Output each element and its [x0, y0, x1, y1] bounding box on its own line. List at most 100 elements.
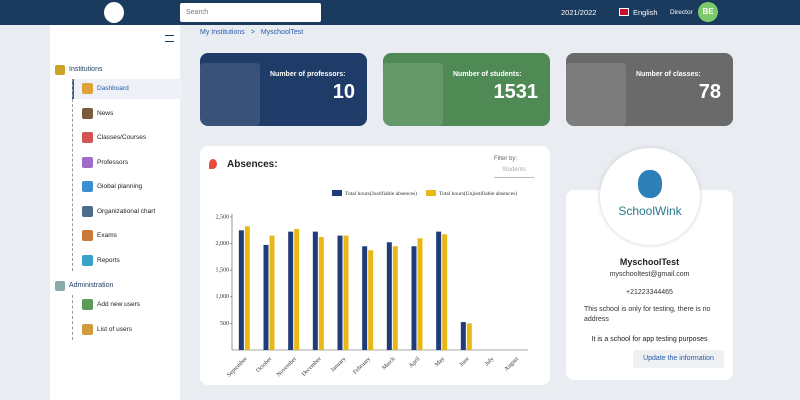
- nav-item[interactable]: Add new users: [97, 301, 140, 308]
- x-tick-label: September: [226, 356, 248, 378]
- stat-value: 78: [698, 81, 721, 103]
- legend-swatch: [332, 190, 342, 196]
- y-tick-label: 1,000: [216, 294, 230, 300]
- section-icon: [55, 281, 65, 291]
- logo-text: SchoolWink: [618, 204, 682, 218]
- nav-item[interactable]: List of users: [97, 325, 133, 333]
- tree-line: [72, 295, 73, 340]
- nav-item[interactable]: Professors: [97, 158, 129, 166]
- stat-card: Number of students: 1531: [383, 53, 550, 126]
- nav-item[interactable]: Global planning: [97, 183, 143, 190]
- profile-card: MyschoolTest myschooltest@gmail.com +212…: [566, 190, 733, 380]
- bar: [269, 235, 275, 350]
- x-tick-label: July: [484, 356, 495, 367]
- bar: [337, 235, 343, 350]
- sidebar: Institutions Dashboard News Classes/Courses…: [50, 25, 182, 400]
- bar: [343, 235, 349, 350]
- nav-item[interactable]: News: [97, 109, 114, 117]
- active-highlight: [72, 79, 182, 99]
- school-email: myschooltest@gmail.com: [609, 271, 690, 278]
- bar: [386, 242, 392, 350]
- y-tick-label: 2,500: [216, 214, 230, 220]
- breadcrumb: My Institutions > MyschoolTest: [200, 29, 303, 36]
- nav-item[interactable]: Exams: [97, 232, 117, 239]
- nav-item[interactable]: Dashboard: [97, 85, 129, 92]
- y-tick-label: 2,000: [216, 241, 230, 247]
- bar: [244, 226, 250, 350]
- nav-icon: [82, 205, 93, 217]
- bar: [460, 322, 466, 350]
- y-tick-label: 1,500: [216, 268, 230, 274]
- x-tick-label: February: [352, 356, 372, 376]
- bar: [294, 228, 300, 350]
- school-logo: SchoolWink: [600, 148, 700, 245]
- x-tick-label: June: [459, 356, 471, 368]
- stat-illustration: [383, 63, 443, 126]
- bar: [238, 230, 244, 350]
- bar: [442, 234, 448, 350]
- bar: [362, 246, 368, 350]
- stat-card: Number of classes: 78: [566, 53, 733, 126]
- nav-icon: [82, 83, 93, 94]
- stat-label: Number of classes:: [636, 71, 701, 78]
- nav-item[interactable]: Reports: [97, 256, 120, 264]
- nav-icon: [82, 254, 93, 266]
- tree-line: [72, 79, 73, 271]
- nav-item[interactable]: Organizational chart: [97, 207, 156, 215]
- stat-card: Number of professors: 10: [200, 53, 367, 126]
- legend-label: Total hours(Justifiable absences): [345, 190, 417, 197]
- school-address: This school is only for testing, there i…: [584, 306, 711, 323]
- bar: [417, 238, 423, 350]
- bar: [368, 250, 374, 350]
- owl-icon: [638, 170, 662, 198]
- stat-label: Number of students:: [453, 71, 522, 78]
- school-description: It is a school for app testing purposes: [591, 336, 708, 343]
- x-tick-label: April: [408, 356, 421, 369]
- language-select[interactable]: English: [633, 8, 658, 17]
- app-logo[interactable]: [104, 2, 124, 23]
- nav-icon: [82, 230, 93, 241]
- bar: [392, 246, 398, 350]
- search-input[interactable]: Search: [180, 3, 321, 22]
- bar: [312, 231, 318, 350]
- breadcrumb-item[interactable]: My Institutions: [200, 29, 245, 36]
- school-phone: +21223344465: [626, 289, 673, 296]
- stat-value: 1531: [493, 81, 539, 103]
- menu-toggle[interactable]: [165, 35, 174, 42]
- avatar[interactable]: BE: [698, 2, 718, 22]
- x-tick-label: December: [301, 356, 323, 378]
- bar: [411, 246, 417, 350]
- x-tick-label: March: [381, 356, 396, 371]
- legend-swatch: [426, 190, 437, 196]
- bar: [318, 236, 324, 350]
- absences-card: Absences: Filter by: Students 500 1,000 1,…: [200, 146, 550, 385]
- nav-icon: [82, 323, 93, 335]
- filter-label: Filter by:: [494, 156, 518, 162]
- nav-icon: [82, 132, 93, 143]
- absences-chart: 500 1,000 1,500 2,000 2,500 Total hours(Justi…: [216, 190, 528, 379]
- absences-icon: [209, 159, 217, 169]
- section-title[interactable]: Institutions: [69, 66, 103, 73]
- x-tick-label: October: [255, 356, 273, 374]
- stat-illustration: [566, 63, 626, 126]
- nav-icon: [82, 107, 93, 119]
- bar: [263, 244, 269, 350]
- section-icon: [55, 65, 65, 75]
- bar: [436, 231, 442, 350]
- x-tick-label: November: [276, 356, 298, 378]
- breadcrumb-item: >: [250, 29, 255, 36]
- role-label: Director: [670, 9, 693, 16]
- breadcrumb-item[interactable]: MyschoolTest: [260, 29, 304, 36]
- legend-label: Total hours(Unjustifiable absences): [439, 190, 517, 197]
- nav-icon: [82, 156, 93, 168]
- x-tick-label: May: [434, 356, 446, 368]
- x-tick-label: January: [330, 356, 347, 373]
- update-button[interactable]: Update the information: [633, 350, 724, 368]
- stat-illustration: [200, 63, 260, 126]
- year-select[interactable]: 2021/2022: [561, 8, 597, 17]
- top-bar: Search 2021/2022 English Director BE: [0, 0, 800, 25]
- section-title[interactable]: Administration: [69, 282, 114, 289]
- filter-select[interactable]: Students: [494, 167, 534, 178]
- bar: [466, 323, 472, 350]
- nav-item[interactable]: Classes/Courses: [97, 134, 147, 141]
